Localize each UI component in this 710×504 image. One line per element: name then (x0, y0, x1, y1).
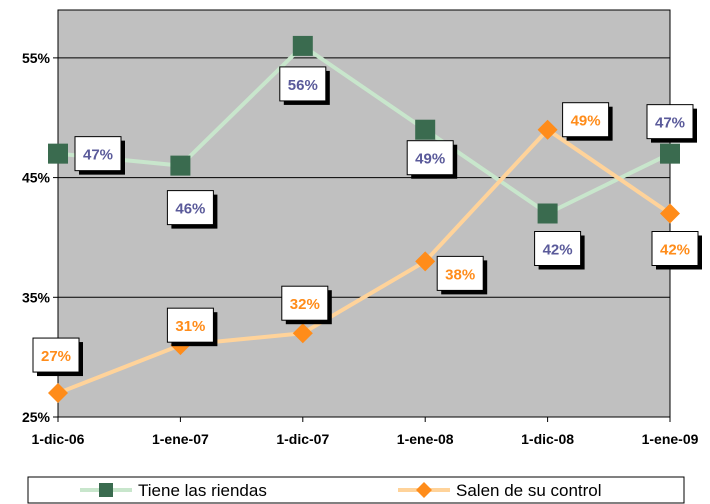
data-point-diamond (660, 203, 680, 224)
data-point-diamond (292, 323, 313, 344)
y-tick-label: 55% (22, 50, 51, 66)
data-point-square (537, 203, 558, 224)
legend-item: Salen de su control (398, 481, 602, 500)
data-label: 47% (74, 136, 125, 175)
x-tick-label: 1-ene-08 (397, 431, 454, 447)
y-tick-label: 35% (22, 289, 51, 305)
data-point-square (170, 155, 191, 176)
legend-item: Tiene las riendas (80, 481, 267, 500)
data-point-diamond (415, 251, 436, 272)
svg-text:42%: 42% (660, 242, 690, 259)
data-label: 42% (651, 231, 702, 270)
svg-text:56%: 56% (288, 77, 318, 94)
data-point-square (292, 35, 313, 56)
data-point-square (415, 119, 436, 140)
svg-text:46%: 46% (175, 201, 205, 218)
data-point-square (660, 143, 680, 164)
data-label: 47% (646, 104, 697, 143)
data-label: 49% (406, 140, 458, 179)
data-label: 32% (281, 285, 332, 325)
legend-label: Tiene las riendas (138, 481, 267, 500)
series-line (57, 127, 672, 395)
svg-text:49%: 49% (571, 113, 601, 130)
x-tick-label: 1-ene-09 (642, 431, 699, 447)
y-tick-label: 25% (22, 409, 51, 425)
data-label: 46% (166, 190, 218, 229)
svg-text:27%: 27% (41, 348, 71, 365)
y-tick-label: 45% (22, 170, 51, 186)
series-line (57, 43, 671, 216)
x-tick-label: 1-dic-08 (521, 431, 574, 447)
svg-text:47%: 47% (655, 115, 685, 132)
legend-box (27, 476, 685, 504)
x-tick-label: 1-dic-06 (32, 431, 85, 447)
data-label: 31% (166, 307, 218, 347)
data-label: 38% (436, 255, 488, 295)
svg-text:49%: 49% (415, 151, 445, 168)
plot-area (57, 9, 671, 418)
svg-text:32%: 32% (290, 296, 320, 313)
svg-text:47%: 47% (83, 147, 113, 164)
data-point-square (48, 143, 68, 164)
svg-text:31%: 31% (175, 318, 205, 335)
data-label: 49% (562, 102, 613, 141)
legend-marker-square (99, 483, 113, 497)
data-point-diamond (48, 383, 68, 404)
legend-label: Salen de su control (456, 481, 602, 500)
data-point-diamond (537, 119, 558, 140)
data-label: 27% (32, 337, 83, 377)
x-tick-label: 1-ene-07 (152, 431, 209, 447)
data-label: 42% (534, 231, 585, 270)
data-label: 56% (279, 66, 330, 105)
x-tick-label: 1-dic-07 (276, 431, 329, 447)
svg-text:42%: 42% (543, 242, 573, 259)
legend-marker-diamond (416, 482, 432, 498)
svg-text:38%: 38% (445, 266, 475, 283)
